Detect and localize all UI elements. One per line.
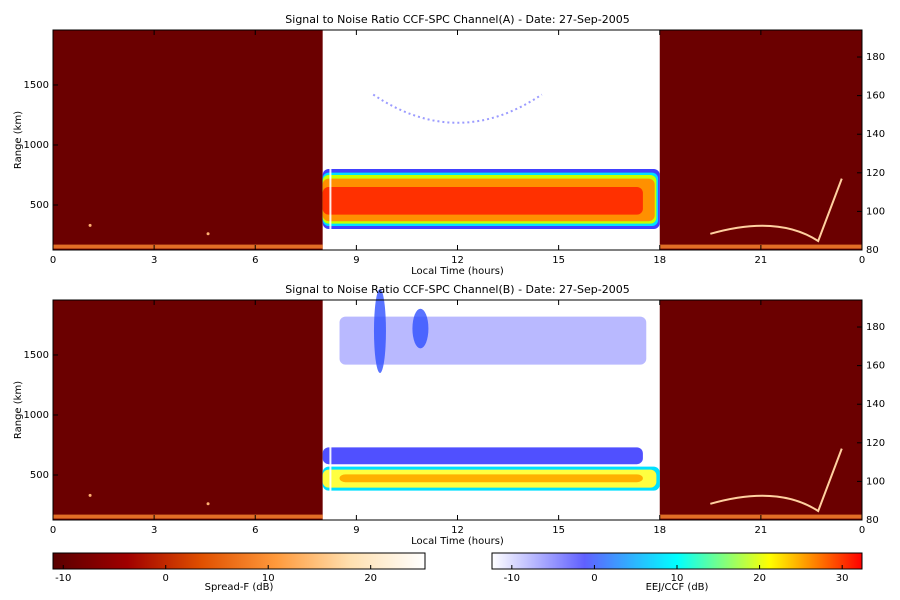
spread-f-echo	[710, 178, 843, 243]
y-tick-label: 1500	[24, 80, 49, 91]
y-tick-label: 1500	[24, 350, 49, 361]
x-tick-label: 0	[859, 255, 865, 266]
x-tick-label: 6	[252, 255, 258, 266]
data-gap	[329, 300, 332, 520]
y2-tick-label: 120	[866, 168, 885, 179]
y2-tick-label: 100	[866, 206, 885, 217]
surface-clutter	[53, 514, 323, 519]
x-tick-label: 3	[151, 525, 157, 536]
y-axis-label: Range (km)	[13, 111, 24, 169]
y2-tick-label: 160	[866, 361, 885, 372]
y-tick-label: 1000	[24, 410, 49, 421]
echo-layer	[322, 186, 643, 215]
x-tick-label: 0	[50, 255, 56, 266]
weak-echo	[372, 93, 543, 124]
y2-tick-label: 80	[866, 245, 879, 256]
y2-tick-label: 180	[866, 322, 885, 333]
spread-f-echo	[206, 232, 210, 236]
y-tick-label: 500	[30, 470, 49, 481]
x-tick-label: 9	[353, 255, 359, 266]
echo-plume	[373, 288, 386, 373]
y2-tick-label: 140	[866, 399, 885, 410]
colorbar	[52, 552, 426, 570]
x-tick-label: 15	[552, 255, 565, 266]
panel-title: Signal to Noise Ratio CCF-SPC Channel(A)…	[285, 13, 629, 26]
x-axis-label: Local Time (hours)	[411, 266, 504, 277]
spread-f-echo	[88, 223, 92, 227]
spread-f-echo	[710, 448, 843, 513]
x-tick-label: 21	[755, 255, 768, 266]
x-tick-label: 18	[653, 255, 666, 266]
colorbar-tick-label: 30	[836, 573, 849, 584]
x-tick-label: 9	[353, 525, 359, 536]
colorbar-label: Spread-F (dB)	[205, 582, 274, 593]
y2-tick-label: 120	[866, 438, 885, 449]
colorbar-tick-label: -10	[55, 573, 71, 584]
spread-f-echo	[88, 493, 92, 497]
colorbar-tick-label: 20	[753, 573, 766, 584]
colorbar-tick-label: 20	[364, 573, 377, 584]
x-tick-label: 15	[552, 525, 565, 536]
x-tick-label: 18	[653, 525, 666, 536]
x-tick-label: 3	[151, 255, 157, 266]
echo-plume	[412, 308, 429, 349]
colorbar-tick-label: -10	[504, 573, 520, 584]
x-tick-label: 0	[50, 525, 56, 536]
y-tick-label: 500	[30, 200, 49, 211]
spread-f-echo	[206, 502, 210, 506]
x-tick-label: 21	[755, 525, 768, 536]
x-tick-label: 12	[451, 525, 464, 536]
y2-tick-label: 160	[866, 91, 885, 102]
x-tick-label: 12	[451, 255, 464, 266]
echo-layer	[339, 474, 643, 483]
colorbar-tick-label: 0	[163, 573, 169, 584]
y2-tick-label: 180	[866, 52, 885, 63]
data-gap	[329, 30, 332, 250]
y-axis-label: Range (km)	[13, 381, 24, 439]
colorbar-tick-label: 10	[671, 573, 684, 584]
y2-tick-label: 100	[866, 476, 885, 487]
x-tick-label: 0	[859, 525, 865, 536]
x-axis-label: Local Time (hours)	[411, 536, 504, 547]
y2-tick-label: 80	[866, 515, 879, 526]
panel-title: Signal to Noise Ratio CCF-SPC Channel(B)…	[285, 283, 629, 296]
x-tick-label: 6	[252, 525, 258, 536]
y2-tick-label: 140	[866, 129, 885, 140]
echo-layer	[322, 447, 643, 465]
colorbar-tick-label: 0	[591, 573, 597, 584]
y-tick-label: 1000	[24, 140, 49, 151]
colorbar-label: EEJ/CCF (dB)	[646, 582, 709, 593]
surface-clutter	[53, 244, 323, 249]
colorbar-tick-label: 10	[262, 573, 275, 584]
